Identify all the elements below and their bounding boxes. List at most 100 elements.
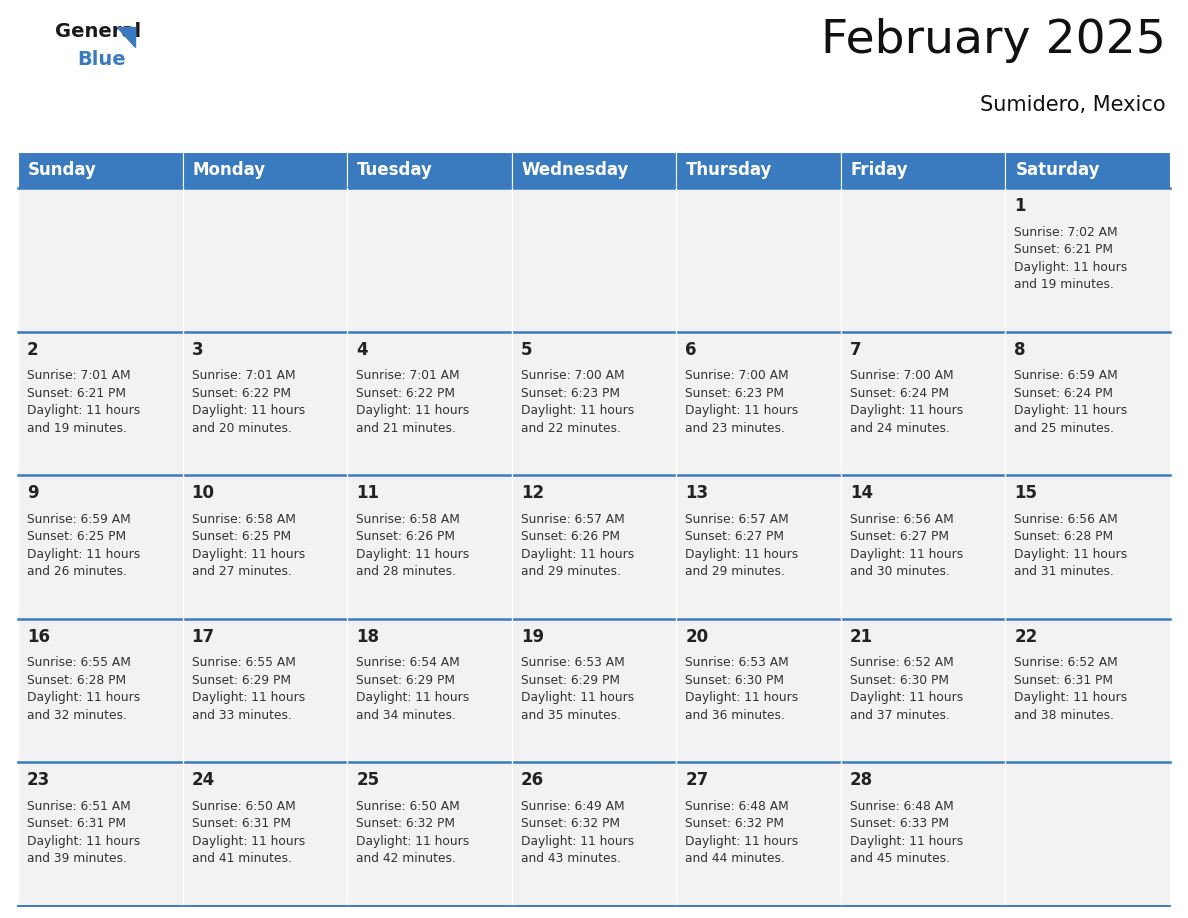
Text: Sunrise: 6:53 AM: Sunrise: 6:53 AM (685, 656, 789, 669)
Text: Daylight: 11 hours: Daylight: 11 hours (849, 404, 963, 417)
Text: and 30 minutes.: and 30 minutes. (849, 565, 949, 578)
Text: Daylight: 11 hours: Daylight: 11 hours (685, 834, 798, 848)
Text: Daylight: 11 hours: Daylight: 11 hours (191, 834, 305, 848)
Text: and 25 minutes.: and 25 minutes. (1015, 421, 1114, 434)
Text: 8: 8 (1015, 341, 1026, 359)
Text: Daylight: 11 hours: Daylight: 11 hours (685, 404, 798, 417)
Bar (18, 152, 183, 188)
Bar (841, 619, 1005, 763)
Text: 7: 7 (849, 341, 861, 359)
Text: Sunset: 6:31 PM: Sunset: 6:31 PM (27, 817, 126, 831)
Bar (512, 619, 676, 763)
Bar (676, 152, 841, 188)
Text: Daylight: 11 hours: Daylight: 11 hours (1015, 261, 1127, 274)
Text: 18: 18 (356, 628, 379, 645)
Text: 4: 4 (356, 341, 368, 359)
Bar (841, 188, 1005, 331)
Bar (18, 476, 183, 619)
Bar (183, 619, 347, 763)
Text: 10: 10 (191, 484, 215, 502)
Bar (841, 763, 1005, 906)
Text: Sunrise: 7:01 AM: Sunrise: 7:01 AM (27, 369, 131, 382)
Text: Sunset: 6:26 PM: Sunset: 6:26 PM (520, 531, 620, 543)
Text: Sunset: 6:32 PM: Sunset: 6:32 PM (356, 817, 455, 831)
Text: 9: 9 (27, 484, 39, 502)
Text: 20: 20 (685, 628, 708, 645)
Text: and 34 minutes.: and 34 minutes. (356, 709, 456, 722)
Text: 24: 24 (191, 771, 215, 789)
Text: Daylight: 11 hours: Daylight: 11 hours (685, 548, 798, 561)
Text: 26: 26 (520, 771, 544, 789)
Bar (841, 152, 1005, 188)
Text: Thursday: Thursday (687, 161, 772, 179)
Text: Sunrise: 6:50 AM: Sunrise: 6:50 AM (191, 800, 296, 813)
Bar (841, 476, 1005, 619)
Bar (512, 763, 676, 906)
Text: Sumidero, Mexico: Sumidero, Mexico (980, 95, 1165, 115)
Text: Sunday: Sunday (29, 161, 97, 179)
Text: Daylight: 11 hours: Daylight: 11 hours (849, 834, 963, 848)
Text: and 33 minutes.: and 33 minutes. (191, 709, 291, 722)
Text: Sunrise: 7:00 AM: Sunrise: 7:00 AM (520, 369, 625, 382)
Text: Daylight: 11 hours: Daylight: 11 hours (27, 834, 140, 848)
Text: Daylight: 11 hours: Daylight: 11 hours (849, 691, 963, 704)
Text: Sunrise: 6:55 AM: Sunrise: 6:55 AM (27, 656, 131, 669)
Text: and 26 minutes.: and 26 minutes. (27, 565, 127, 578)
Text: Sunset: 6:27 PM: Sunset: 6:27 PM (685, 531, 784, 543)
Text: and 24 minutes.: and 24 minutes. (849, 421, 949, 434)
Text: 14: 14 (849, 484, 873, 502)
Text: and 35 minutes.: and 35 minutes. (520, 709, 620, 722)
Text: and 21 minutes.: and 21 minutes. (356, 421, 456, 434)
Text: 2: 2 (27, 341, 39, 359)
Bar (347, 331, 512, 476)
Text: 17: 17 (191, 628, 215, 645)
Text: Sunset: 6:30 PM: Sunset: 6:30 PM (849, 674, 949, 687)
Text: and 29 minutes.: and 29 minutes. (520, 565, 620, 578)
Bar (18, 763, 183, 906)
Text: Daylight: 11 hours: Daylight: 11 hours (520, 691, 634, 704)
Text: Sunrise: 6:48 AM: Sunrise: 6:48 AM (685, 800, 789, 813)
Text: 12: 12 (520, 484, 544, 502)
Bar (18, 331, 183, 476)
Text: Friday: Friday (851, 161, 909, 179)
Text: 1: 1 (1015, 197, 1026, 215)
Text: Sunset: 6:24 PM: Sunset: 6:24 PM (1015, 386, 1113, 399)
Text: Sunset: 6:29 PM: Sunset: 6:29 PM (356, 674, 455, 687)
Text: Sunrise: 6:57 AM: Sunrise: 6:57 AM (685, 512, 789, 526)
Text: Daylight: 11 hours: Daylight: 11 hours (356, 548, 469, 561)
Text: 28: 28 (849, 771, 873, 789)
Bar (347, 188, 512, 331)
Text: Saturday: Saturday (1016, 161, 1100, 179)
Text: Sunrise: 6:58 AM: Sunrise: 6:58 AM (356, 512, 460, 526)
Bar (512, 331, 676, 476)
Text: Sunset: 6:26 PM: Sunset: 6:26 PM (356, 531, 455, 543)
Text: Daylight: 11 hours: Daylight: 11 hours (27, 548, 140, 561)
Text: Daylight: 11 hours: Daylight: 11 hours (520, 548, 634, 561)
Text: Sunset: 6:23 PM: Sunset: 6:23 PM (685, 386, 784, 399)
Text: and 27 minutes.: and 27 minutes. (191, 565, 291, 578)
Text: Tuesday: Tuesday (358, 161, 432, 179)
Bar (183, 476, 347, 619)
Text: Sunset: 6:23 PM: Sunset: 6:23 PM (520, 386, 620, 399)
Text: and 43 minutes.: and 43 minutes. (520, 853, 620, 866)
Text: Sunset: 6:29 PM: Sunset: 6:29 PM (520, 674, 620, 687)
Text: Sunset: 6:21 PM: Sunset: 6:21 PM (27, 386, 126, 399)
Bar (676, 331, 841, 476)
Bar (1005, 152, 1170, 188)
Bar (1005, 476, 1170, 619)
Text: Sunset: 6:28 PM: Sunset: 6:28 PM (27, 674, 126, 687)
Text: Daylight: 11 hours: Daylight: 11 hours (191, 691, 305, 704)
Bar (512, 152, 676, 188)
Text: and 29 minutes.: and 29 minutes. (685, 565, 785, 578)
Text: and 41 minutes.: and 41 minutes. (191, 853, 291, 866)
Text: Daylight: 11 hours: Daylight: 11 hours (27, 691, 140, 704)
Text: Daylight: 11 hours: Daylight: 11 hours (27, 404, 140, 417)
Text: Daylight: 11 hours: Daylight: 11 hours (520, 834, 634, 848)
Text: Sunset: 6:32 PM: Sunset: 6:32 PM (520, 817, 620, 831)
Text: Wednesday: Wednesday (522, 161, 630, 179)
Text: Daylight: 11 hours: Daylight: 11 hours (356, 691, 469, 704)
Text: Sunset: 6:27 PM: Sunset: 6:27 PM (849, 531, 949, 543)
Bar (1005, 188, 1170, 331)
Text: Sunrise: 6:52 AM: Sunrise: 6:52 AM (1015, 656, 1118, 669)
Text: and 28 minutes.: and 28 minutes. (356, 565, 456, 578)
